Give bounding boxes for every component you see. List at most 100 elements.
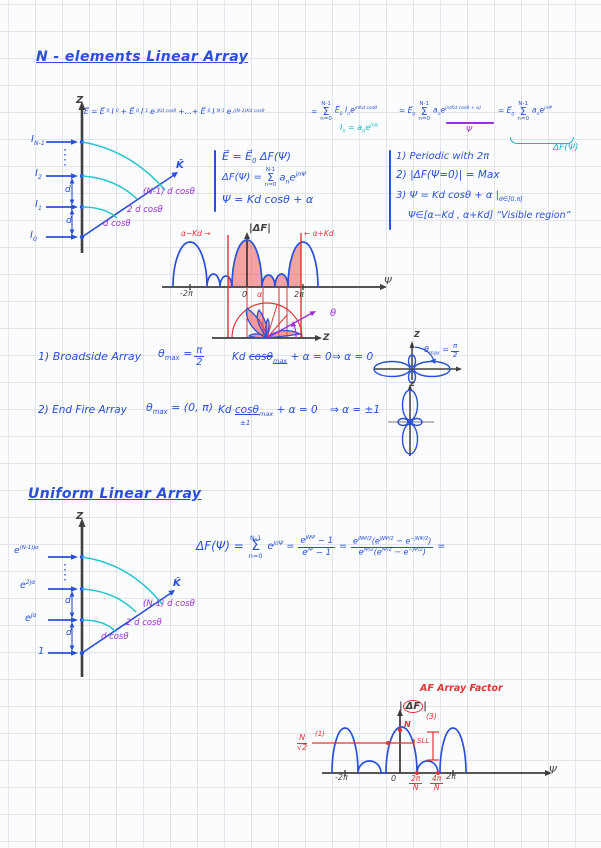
tick-alpha: α [257,290,263,299]
tick-minus-2pi: -2π [335,773,348,782]
array-diagram-1 [46,101,178,253]
tick-2pi: 2π [294,290,304,299]
annotation-1: (1) [315,730,325,738]
current-coefficient-note: In = anejnα [340,122,379,135]
wavefront-arcs [81,141,166,219]
element-label-2: e2jα [20,580,36,592]
fraction: 4π N [430,773,444,792]
af-definition-lhs: ΔF(Ψ) = [222,172,262,184]
theta-label: θ [330,308,337,319]
broadside-heading: 1) Broadside Array [38,350,142,363]
seg4-prefix: = E⃗0 [498,105,515,118]
af-plot-2 [312,709,552,776]
visible-region-left-label: α−Kd → [181,229,211,238]
seg2-term: E⃗0 InejnKd cosθ [334,105,378,118]
path-diff-label-2: 2 d cosθ [126,618,162,628]
equals-sign: = [339,540,348,552]
plot1-ylabel: |ΔF| [249,223,271,234]
k-vector [81,174,175,238]
element-label-4: 1 [38,646,45,657]
result-box-rule [214,150,216,212]
af-lhs: ΔF(Ψ) = [196,539,244,554]
broadside-condition: Kd cosθmax + α = 0 [232,351,332,366]
spacing-label-2: d [66,216,72,226]
sll-ibeam [427,731,439,761]
k-vector-label-1: K̂ [176,160,184,171]
element-arrows [48,556,72,654]
af-underbrace-label: ΔF(Ψ) [553,143,579,153]
element-arrows [46,141,72,238]
endfire-heading: 2) End Fire Array [38,404,127,416]
theta-max-eq: θmax = [158,347,193,363]
cos-theta-term: cosθmax [234,404,274,419]
wavefront-arcs [81,556,163,633]
red-markers [386,727,440,775]
element-label-4: I0 [30,230,37,243]
array-diagram-2 [48,518,175,677]
polar-z-label: Z [323,333,330,343]
kd-term: Kd [218,404,235,416]
peak-value-label: N [404,720,411,729]
k-vector-label-2: K̂ [173,578,181,589]
factored-fraction: ejNΨ/2(ejNΨ/2 − e−jNΨ/2) ejΨ/2(ejΨ/2 − e−… [351,536,434,557]
visible-region-right-label: ← α+Kd [304,229,334,238]
section2-title: Uniform Linear Array [28,486,202,502]
array-factor-curve [172,239,319,288]
geometric-term: ejnΨ = [267,540,295,553]
z-axis-label-1: Z [76,95,84,106]
property-1: 1) Periodic with 2π [396,151,490,162]
element-label-1: e(N-1)jα [14,545,39,556]
visible-region-lines [227,233,302,338]
polar-semicircle [231,302,303,339]
tick-2pi-over-n: 2π N [409,773,423,792]
k-vector [81,592,172,654]
n-over-sqrt2: N √2 [297,733,308,752]
plot1-xlabel: Ψ [384,276,392,287]
theta-max-arc [414,346,435,362]
endfire-result: ⇒ α = ±1 [330,404,381,416]
broadside-result: ⇒ α = 0 [332,351,374,363]
tick-4pi-over-n: 4π N [430,773,444,792]
path-diff-label-3: d cosθ [103,219,131,229]
endfire-condition: Kd cosθmax + α = 0 [218,404,318,419]
tick-minus-2pi: -2π [180,289,193,298]
af-definition-rhs: anejnΨ [279,170,307,186]
path-diff-label-3: d cosθ [101,632,129,642]
spacing-label-1: d [65,185,71,195]
fraction: 2π N [409,773,423,792]
path-diff-label-1: (N-1) d cosθ [143,187,195,197]
array-factor-curve [331,726,467,774]
polar-radials [266,304,288,339]
alpha-term: + α = 0 [273,404,318,416]
property-2: 2) |ΔF(Ψ=0)| = Max [396,169,500,181]
result-line-1: E⃗ = E⃗0 ΔF(Ψ) [222,150,292,166]
bar: | [423,701,427,712]
alpha-term: + α = 0 [287,351,332,363]
tick-zero: 0 [391,774,397,783]
mini-z-axis-label: Z [414,330,420,339]
annotation-3: (3) [426,712,437,721]
delta-f-circled: ΔF [402,700,424,713]
properties-rule [389,150,391,230]
path-diff-label-1: (N-1) d cosθ [143,599,195,609]
sll-label: SLL [417,737,430,745]
section1-title: N - elements Linear Array [36,49,249,65]
equals-sign: = [311,106,318,116]
pattern-mini-diagrams [373,341,462,456]
psi-underline [446,122,494,124]
efield-expansion-seg1: E⃗ = E⃗ 0 I 0 + E⃗ 0 I 1 e jKd cosθ +…+ E⃗ 0 I N-1 e… [84,106,265,116]
cos-theta-struck: cosθmax [248,351,288,366]
element-label-1: IN-1 [31,134,45,147]
plot2-xlabel: Ψ [549,765,557,776]
